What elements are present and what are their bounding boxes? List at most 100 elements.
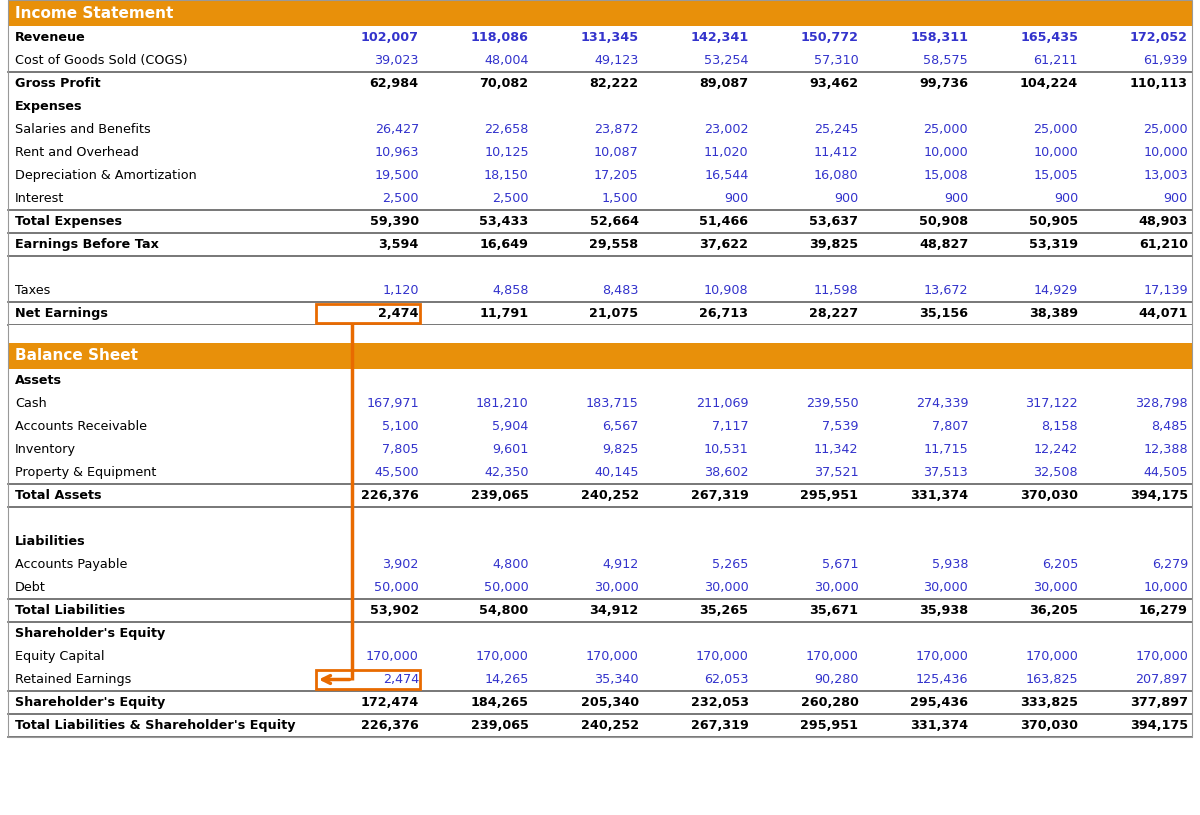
Text: 70,082: 70,082: [480, 77, 529, 90]
Text: 13,672: 13,672: [924, 284, 968, 297]
Bar: [8, 507, 1192, 530]
Text: 10,963: 10,963: [374, 146, 419, 159]
Text: Reveneue: Reveneue: [14, 31, 85, 44]
Text: 89,087: 89,087: [700, 77, 749, 90]
Text: 239,550: 239,550: [805, 397, 858, 410]
Text: 125,436: 125,436: [916, 673, 968, 686]
Text: 170,000: 170,000: [1135, 650, 1188, 663]
Text: Cash: Cash: [14, 397, 47, 410]
Text: 62,053: 62,053: [704, 673, 749, 686]
Text: 10,125: 10,125: [484, 146, 529, 159]
Text: 11,020: 11,020: [704, 146, 749, 159]
Bar: [8, 49, 1192, 72]
Text: 35,340: 35,340: [594, 673, 638, 686]
Bar: [8, 484, 1192, 507]
Text: 900: 900: [1164, 192, 1188, 205]
Bar: [8, 461, 1192, 484]
Text: 36,205: 36,205: [1030, 604, 1078, 617]
Text: 170,000: 170,000: [366, 650, 419, 663]
Text: 142,341: 142,341: [690, 31, 749, 44]
Text: Expenses: Expenses: [14, 100, 83, 113]
Bar: [8, 233, 1192, 256]
Text: 82,222: 82,222: [589, 77, 638, 90]
Text: 30,000: 30,000: [703, 581, 749, 594]
Text: 53,902: 53,902: [370, 604, 419, 617]
Text: 8,485: 8,485: [1152, 420, 1188, 433]
Text: 267,319: 267,319: [691, 719, 749, 732]
Text: 39,023: 39,023: [374, 54, 419, 67]
Bar: [8, 438, 1192, 461]
Bar: [8, 26, 1192, 49]
Text: 183,715: 183,715: [586, 397, 638, 410]
Text: 30,000: 30,000: [594, 581, 638, 594]
Text: 900: 900: [834, 192, 858, 205]
Bar: [8, 279, 1192, 302]
Text: 232,053: 232,053: [690, 696, 749, 709]
Text: 25,000: 25,000: [1144, 123, 1188, 136]
Text: 240,252: 240,252: [581, 719, 638, 732]
Text: Earnings Before Tax: Earnings Before Tax: [14, 238, 158, 251]
Text: 16,080: 16,080: [814, 169, 858, 182]
Text: Salaries and Benefits: Salaries and Benefits: [14, 123, 151, 136]
Text: 3,902: 3,902: [383, 558, 419, 571]
Text: 37,622: 37,622: [700, 238, 749, 251]
Text: 48,827: 48,827: [919, 238, 968, 251]
Text: 61,210: 61,210: [1139, 238, 1188, 251]
Text: 370,030: 370,030: [1020, 489, 1078, 502]
Text: Assets: Assets: [14, 374, 62, 387]
Bar: [8, 530, 1192, 553]
Text: Net Earnings: Net Earnings: [14, 307, 108, 320]
Bar: [8, 622, 1192, 645]
Bar: [8, 256, 1192, 279]
Text: 9,601: 9,601: [492, 443, 529, 456]
Text: 181,210: 181,210: [476, 397, 529, 410]
Text: 32,508: 32,508: [1033, 466, 1078, 479]
Text: 2,474: 2,474: [378, 307, 419, 320]
Text: 170,000: 170,000: [805, 650, 858, 663]
Text: 37,521: 37,521: [814, 466, 858, 479]
Text: Total Assets: Total Assets: [14, 489, 102, 502]
Text: 16,649: 16,649: [480, 238, 529, 251]
Text: 2,500: 2,500: [492, 192, 529, 205]
Text: 99,736: 99,736: [919, 77, 968, 90]
Text: 30,000: 30,000: [814, 581, 858, 594]
Text: 377,897: 377,897: [1130, 696, 1188, 709]
Text: 54,800: 54,800: [480, 604, 529, 617]
Text: 4,800: 4,800: [492, 558, 529, 571]
Text: 61,939: 61,939: [1144, 54, 1188, 67]
Text: 17,205: 17,205: [594, 169, 638, 182]
Bar: [8, 553, 1192, 576]
Text: 4,858: 4,858: [492, 284, 529, 297]
Text: 2,500: 2,500: [383, 192, 419, 205]
Text: Income Statement: Income Statement: [14, 6, 173, 20]
Text: Property & Equipment: Property & Equipment: [14, 466, 156, 479]
Text: Cost of Goods Sold (COGS): Cost of Goods Sold (COGS): [14, 54, 187, 67]
Text: 104,224: 104,224: [1020, 77, 1078, 90]
Text: 226,376: 226,376: [361, 489, 419, 502]
Bar: [8, 369, 1192, 392]
Text: 239,065: 239,065: [470, 719, 529, 732]
Text: 295,951: 295,951: [800, 489, 858, 502]
Text: 328,798: 328,798: [1135, 397, 1188, 410]
Bar: [316, 670, 420, 689]
Bar: [8, 141, 1192, 164]
Text: 21,075: 21,075: [589, 307, 638, 320]
Text: 16,544: 16,544: [704, 169, 749, 182]
Text: 170,000: 170,000: [1025, 650, 1078, 663]
Text: 48,903: 48,903: [1139, 215, 1188, 228]
Text: 23,872: 23,872: [594, 123, 638, 136]
Text: 11,598: 11,598: [814, 284, 858, 297]
Text: 331,374: 331,374: [910, 719, 968, 732]
Text: 12,242: 12,242: [1034, 443, 1078, 456]
Text: 170,000: 170,000: [476, 650, 529, 663]
Text: 8,483: 8,483: [602, 284, 638, 297]
Text: 26,713: 26,713: [700, 307, 749, 320]
Text: 30,000: 30,000: [924, 581, 968, 594]
Text: 35,671: 35,671: [809, 604, 858, 617]
Text: 6,205: 6,205: [1042, 558, 1078, 571]
Bar: [8, 72, 1192, 95]
Text: 5,100: 5,100: [383, 420, 419, 433]
Text: 29,558: 29,558: [589, 238, 638, 251]
Text: 93,462: 93,462: [809, 77, 858, 90]
Text: 239,065: 239,065: [470, 489, 529, 502]
